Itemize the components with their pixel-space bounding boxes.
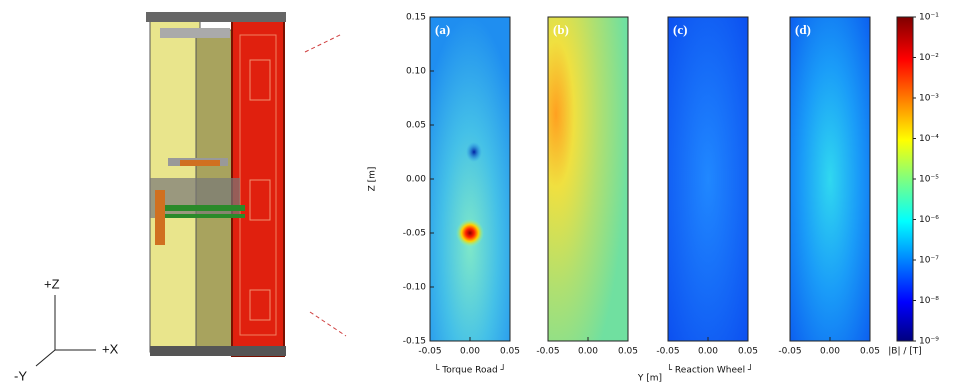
axis-label: +X <box>102 341 119 356</box>
x-tick-label: 0.05 <box>738 347 758 357</box>
axis-label: -Y <box>14 368 27 383</box>
colorbar-tick-label: 10⁻⁵ <box>919 175 939 185</box>
panel-label: (a) <box>435 22 450 37</box>
x-tick-label: -0.05 <box>536 347 559 357</box>
x-tick-label: 0.05 <box>860 347 880 357</box>
group-label: └ Reaction Wheel ┘ <box>667 364 754 376</box>
x-tick-label: 0.00 <box>460 347 480 357</box>
field-map <box>429 16 511 342</box>
y-tick-label: 0.05 <box>406 121 426 131</box>
panel-label: (c) <box>673 22 687 37</box>
panel-label: (d) <box>795 22 811 37</box>
colorbar-tick-label: 10⁻⁹ <box>919 337 939 347</box>
x-tick-label: 0.05 <box>500 347 520 357</box>
x-axis-title: Y [m] <box>637 374 662 384</box>
x-tick-label: -0.05 <box>418 347 441 357</box>
x-tick-label: -0.05 <box>656 347 679 357</box>
panel-label: (b) <box>553 22 569 37</box>
colorbar-tick-label: 10⁻⁴ <box>919 134 939 144</box>
y-axis-title: Z [m] <box>368 167 378 192</box>
colorbar-title: |B| / [T] <box>888 347 922 357</box>
y-tick-label: 0.00 <box>406 175 426 185</box>
x-tick-label: -0.05 <box>778 347 801 357</box>
colorbar-tick-label: 10⁻³ <box>919 94 939 104</box>
group-label: └ Torque Road ┘ <box>434 364 506 376</box>
x-tick-label: 0.00 <box>578 347 598 357</box>
colorbar-tick-label: 10⁻⁷ <box>919 256 939 266</box>
field-map <box>789 16 871 342</box>
field-minimum <box>466 142 482 162</box>
field-map <box>667 16 749 342</box>
y-tick-label: -0.15 <box>403 337 426 347</box>
y-tick-label: -0.05 <box>403 229 426 239</box>
x-tick-label: 0.05 <box>618 347 638 357</box>
colorbar-tick-label: 10⁻⁸ <box>919 296 939 306</box>
y-tick-label: -0.10 <box>403 283 427 293</box>
axis-label: +Z <box>44 276 60 291</box>
y-tick-label: 0.10 <box>406 67 426 77</box>
colorbar-tick-label: 10⁻² <box>919 53 939 63</box>
colorbar <box>896 16 914 342</box>
cad-drawing <box>35 12 347 367</box>
x-tick-label: 0.00 <box>698 347 718 357</box>
field-hotspot <box>456 219 484 247</box>
field-map <box>547 16 629 342</box>
colorbar-tick-label: 10⁻¹ <box>919 13 939 23</box>
x-tick-label: 0.00 <box>820 347 840 357</box>
colorbar-tick-label: 10⁻⁶ <box>919 215 939 225</box>
y-tick-label: 0.15 <box>406 13 426 23</box>
